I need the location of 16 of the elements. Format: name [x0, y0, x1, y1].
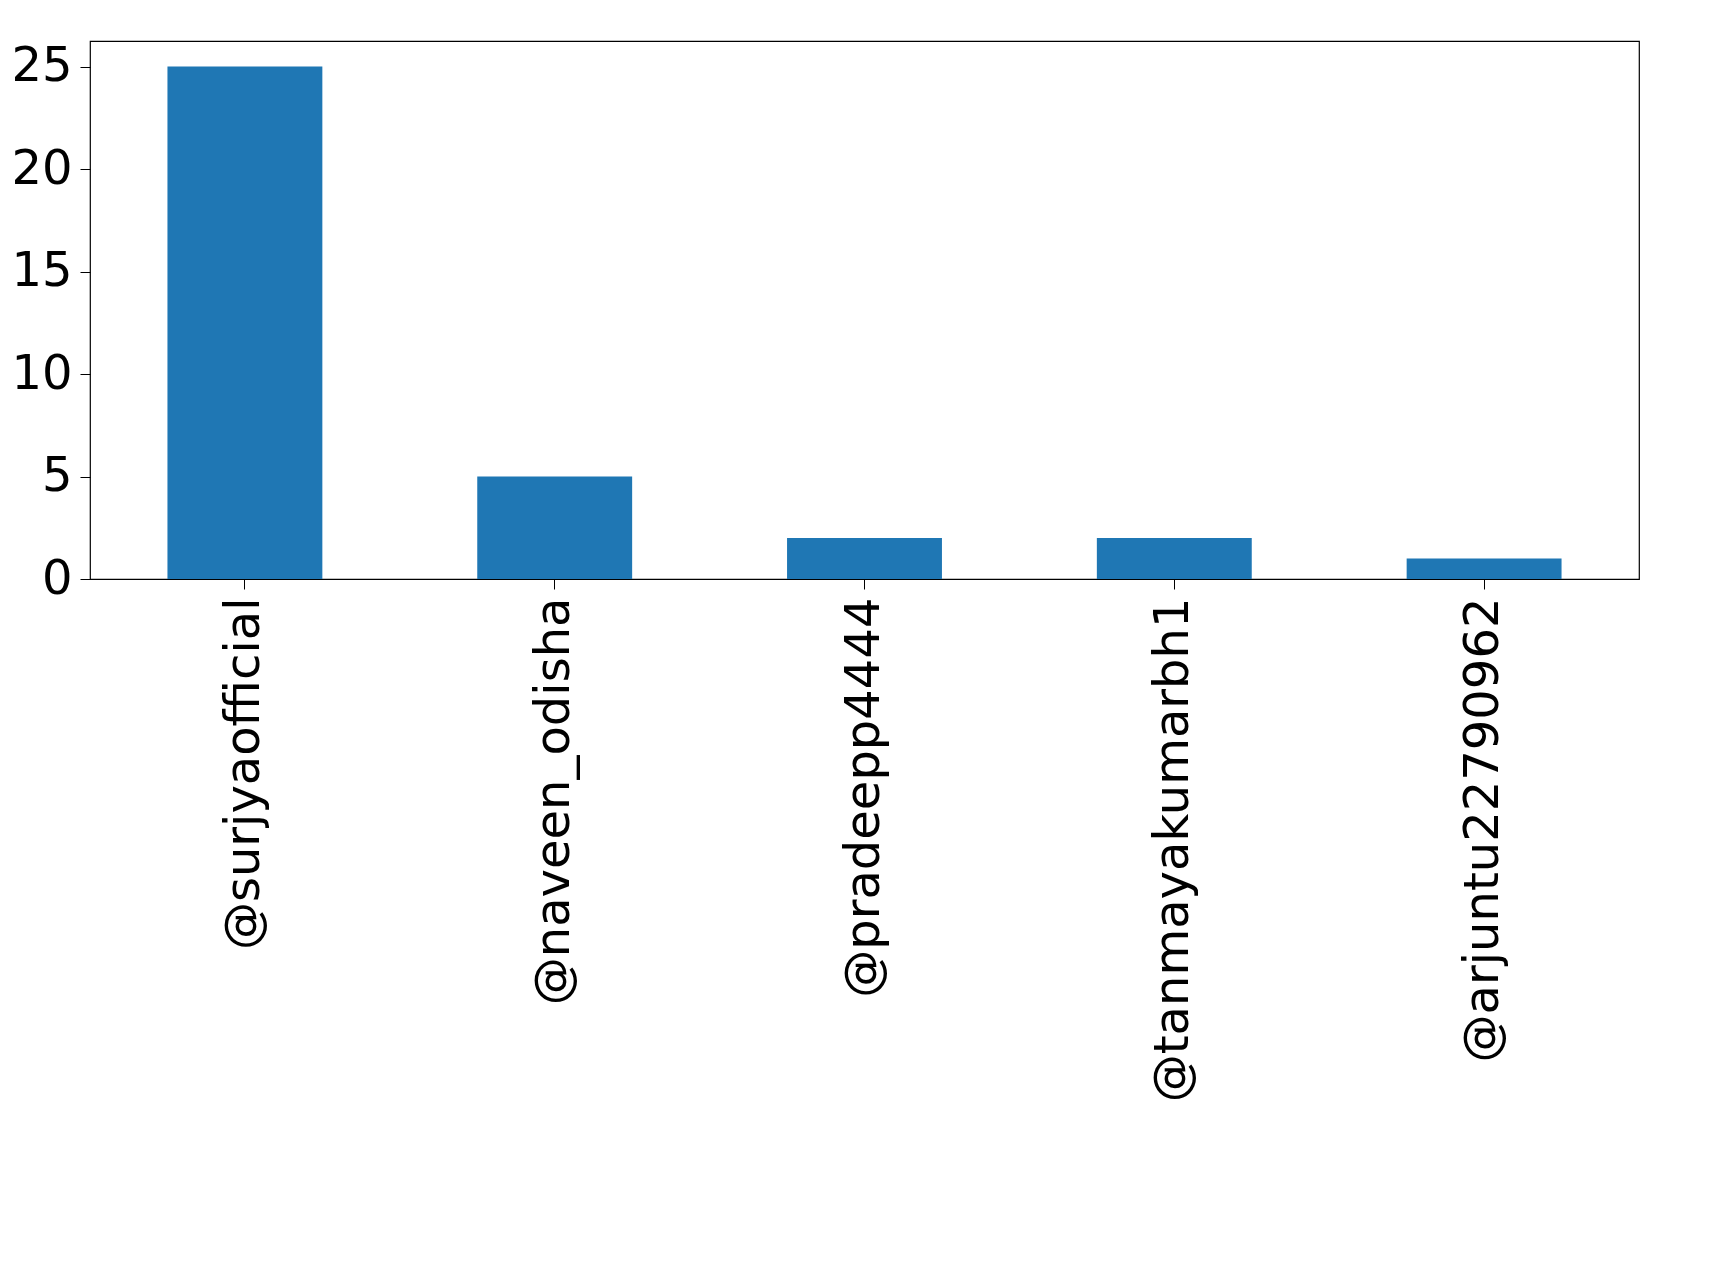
bar: [477, 476, 633, 579]
y-tick-label: 10: [11, 343, 73, 400]
y-tick-label: 0: [41, 548, 73, 605]
bar: [787, 538, 942, 579]
bar: [167, 66, 323, 579]
x-tick-label: @arjuntu22790962: [1453, 597, 1510, 1063]
y-tick-label: 20: [11, 138, 73, 195]
y-tick-label: 25: [11, 36, 73, 93]
bar: [1406, 558, 1562, 579]
bar: [1096, 538, 1252, 579]
x-tick-label: @naveen_odisha: [523, 597, 580, 1006]
x-tick-label: @tanmayakumarbh1: [1143, 597, 1200, 1103]
y-tick-label: 5: [41, 446, 73, 503]
y-tick-label: 15: [11, 241, 73, 298]
x-tick-label: @surjyaofficial: [213, 597, 270, 951]
x-tick-label: @pradeepp4444: [833, 597, 890, 998]
